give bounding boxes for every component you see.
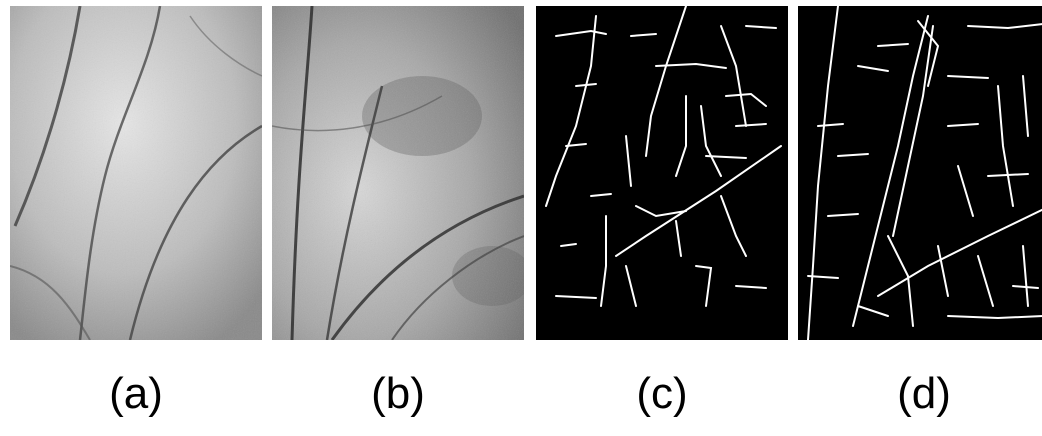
line-extraction-image-c (536, 6, 788, 340)
palmprint-image-a (10, 6, 262, 340)
line-extraction-image-d (798, 6, 1042, 340)
caption-b: (b) (371, 369, 425, 418)
line-extraction-d-graphic (798, 6, 1042, 340)
caption-d: (d) (897, 369, 951, 418)
palmprint-b-graphic (272, 6, 524, 340)
caption-c: (c) (636, 369, 688, 418)
palmprint-a-graphic (10, 6, 262, 340)
line-extraction-c-graphic (536, 6, 788, 340)
palmprint-image-b (272, 6, 524, 340)
caption-a: (a) (109, 369, 163, 418)
